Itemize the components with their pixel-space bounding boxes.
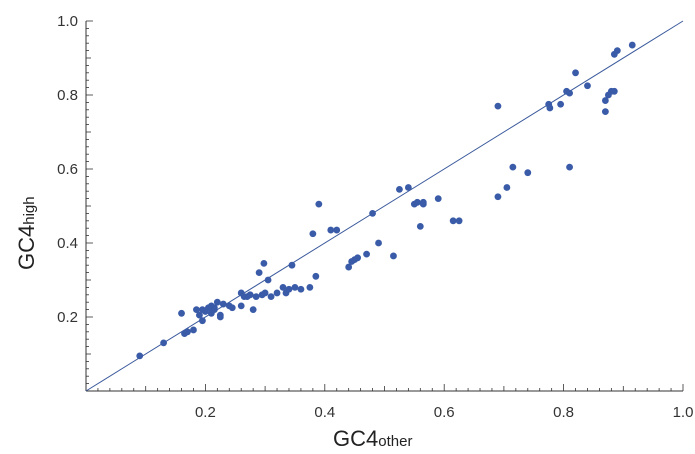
data-point	[252, 293, 260, 301]
data-point	[315, 200, 323, 208]
y-axis-title-main: GC4	[14, 225, 39, 270]
data-point	[237, 302, 245, 310]
data-point	[285, 285, 293, 293]
data-point	[494, 102, 502, 110]
x-tick-label: 0.2	[195, 404, 216, 421]
data-point	[273, 289, 281, 297]
data-point	[228, 304, 236, 312]
data-point	[572, 69, 579, 77]
data-point	[375, 239, 382, 247]
data-point	[306, 284, 314, 291]
data-point	[557, 100, 565, 108]
data-point	[416, 222, 424, 230]
data-point	[546, 104, 554, 112]
data-point	[628, 41, 636, 49]
data-point	[413, 198, 421, 206]
data-point	[190, 326, 197, 334]
data-point	[246, 291, 254, 299]
x-tick-label: 0.8	[553, 404, 574, 421]
x-tick-label: 1.0	[673, 404, 694, 421]
y-axis-title-sub: high	[21, 196, 38, 224]
data-point	[196, 311, 203, 319]
data-point	[291, 284, 299, 291]
data-point	[524, 169, 532, 177]
data-point	[434, 195, 442, 203]
reference-line	[85, 20, 684, 392]
data-point	[390, 252, 397, 260]
data-point	[566, 89, 573, 97]
data-point	[363, 250, 370, 258]
data-point	[584, 82, 591, 90]
data-point	[503, 184, 511, 191]
data-point	[264, 276, 272, 284]
data-point	[249, 306, 257, 313]
data-point	[449, 217, 457, 225]
data-point	[297, 285, 305, 293]
data-point	[610, 87, 618, 95]
data-point	[267, 293, 275, 301]
data-point	[345, 263, 353, 271]
x-ticks: 0.2 0.4 0.6 0.8 1.0	[97, 384, 694, 421]
data-point	[193, 306, 200, 313]
data-point	[288, 261, 296, 269]
x-axis-title-sub: other	[378, 433, 412, 450]
y-tick-label: 0.4	[57, 235, 78, 252]
data-point	[509, 163, 517, 171]
data-point	[312, 272, 320, 280]
data-point	[601, 97, 609, 104]
y-tick-label: 1.0	[57, 13, 78, 30]
y-axis-title: GC4high	[14, 196, 39, 270]
data-point	[210, 304, 218, 312]
data-point	[260, 259, 268, 267]
data-point	[160, 339, 168, 347]
data-point	[566, 163, 573, 171]
data-point	[404, 184, 412, 191]
data-point	[327, 226, 335, 234]
data-point	[279, 284, 287, 291]
data-point	[261, 289, 269, 297]
data-point	[396, 185, 403, 193]
x-axis-title: GC4other	[333, 426, 412, 451]
x-tick-label: 0.4	[314, 404, 335, 421]
y-ticks: 0.2 0.4 0.6 0.8 1.0	[57, 13, 93, 385]
data-point	[255, 269, 263, 276]
data-point	[419, 198, 427, 206]
y-tick-label: 0.6	[57, 161, 78, 178]
y-tick-label: 0.8	[57, 87, 78, 104]
data-point	[184, 328, 191, 336]
data-point	[216, 313, 224, 321]
data-point	[199, 317, 206, 325]
data-point	[613, 47, 621, 54]
y-tick-label: 0.2	[57, 309, 78, 326]
data-point	[219, 300, 227, 308]
data-point	[213, 298, 221, 306]
data-point	[455, 217, 463, 225]
x-tick-label: 0.6	[434, 404, 455, 421]
x-axis-title-main: GC4	[333, 426, 378, 451]
data-point	[494, 193, 502, 201]
data-point	[178, 309, 185, 317]
data-points	[136, 41, 636, 360]
data-point	[601, 108, 609, 116]
data-point	[369, 210, 376, 217]
data-point	[333, 226, 341, 234]
data-point	[136, 352, 144, 360]
data-point	[354, 254, 362, 262]
data-point	[309, 230, 317, 238]
